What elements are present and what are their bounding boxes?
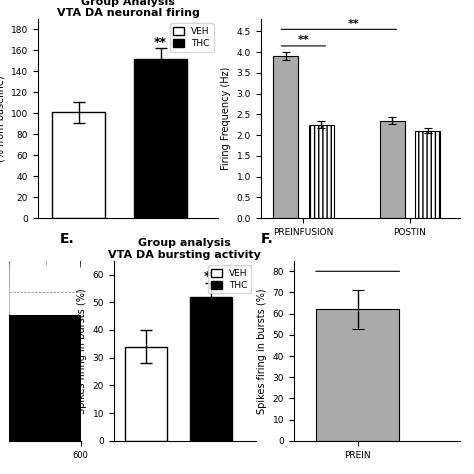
Text: **: ** [298,36,309,46]
Bar [52,112,105,218]
Bar [415,131,440,218]
Text: B.: B. [0,0,14,2]
Legend: VEH, THC: VEH, THC [170,24,213,52]
Y-axis label: Firing Frequency (Hz): Firing Frequency (Hz) [221,67,231,170]
Text: **: ** [154,36,167,49]
Bar [316,310,399,441]
Bar [380,120,405,218]
Bar [134,59,187,218]
Text: F.: F. [261,232,273,246]
Y-axis label: (% from baseline): (% from baseline) [0,75,5,162]
Text: **: ** [347,19,359,29]
Bar [273,56,298,218]
Bar [309,125,334,218]
Y-axis label: Spikes firing in bursts (%): Spikes firing in bursts (%) [77,288,87,414]
Text: **: ** [204,270,217,283]
Text: C.: C. [231,0,246,2]
Bar [190,297,232,441]
Text: E.: E. [60,232,74,246]
Title: Group Analysis
VTA DA neuronal firing: Group Analysis VTA DA neuronal firing [56,0,200,18]
Title: Group analysis
VTA DA bursting activity: Group analysis VTA DA bursting activity [109,238,261,260]
Bar [125,346,167,441]
Y-axis label: Spikes firing in bursts (%): Spikes firing in bursts (%) [257,288,267,414]
Legend: VEH, THC: VEH, THC [208,265,251,293]
